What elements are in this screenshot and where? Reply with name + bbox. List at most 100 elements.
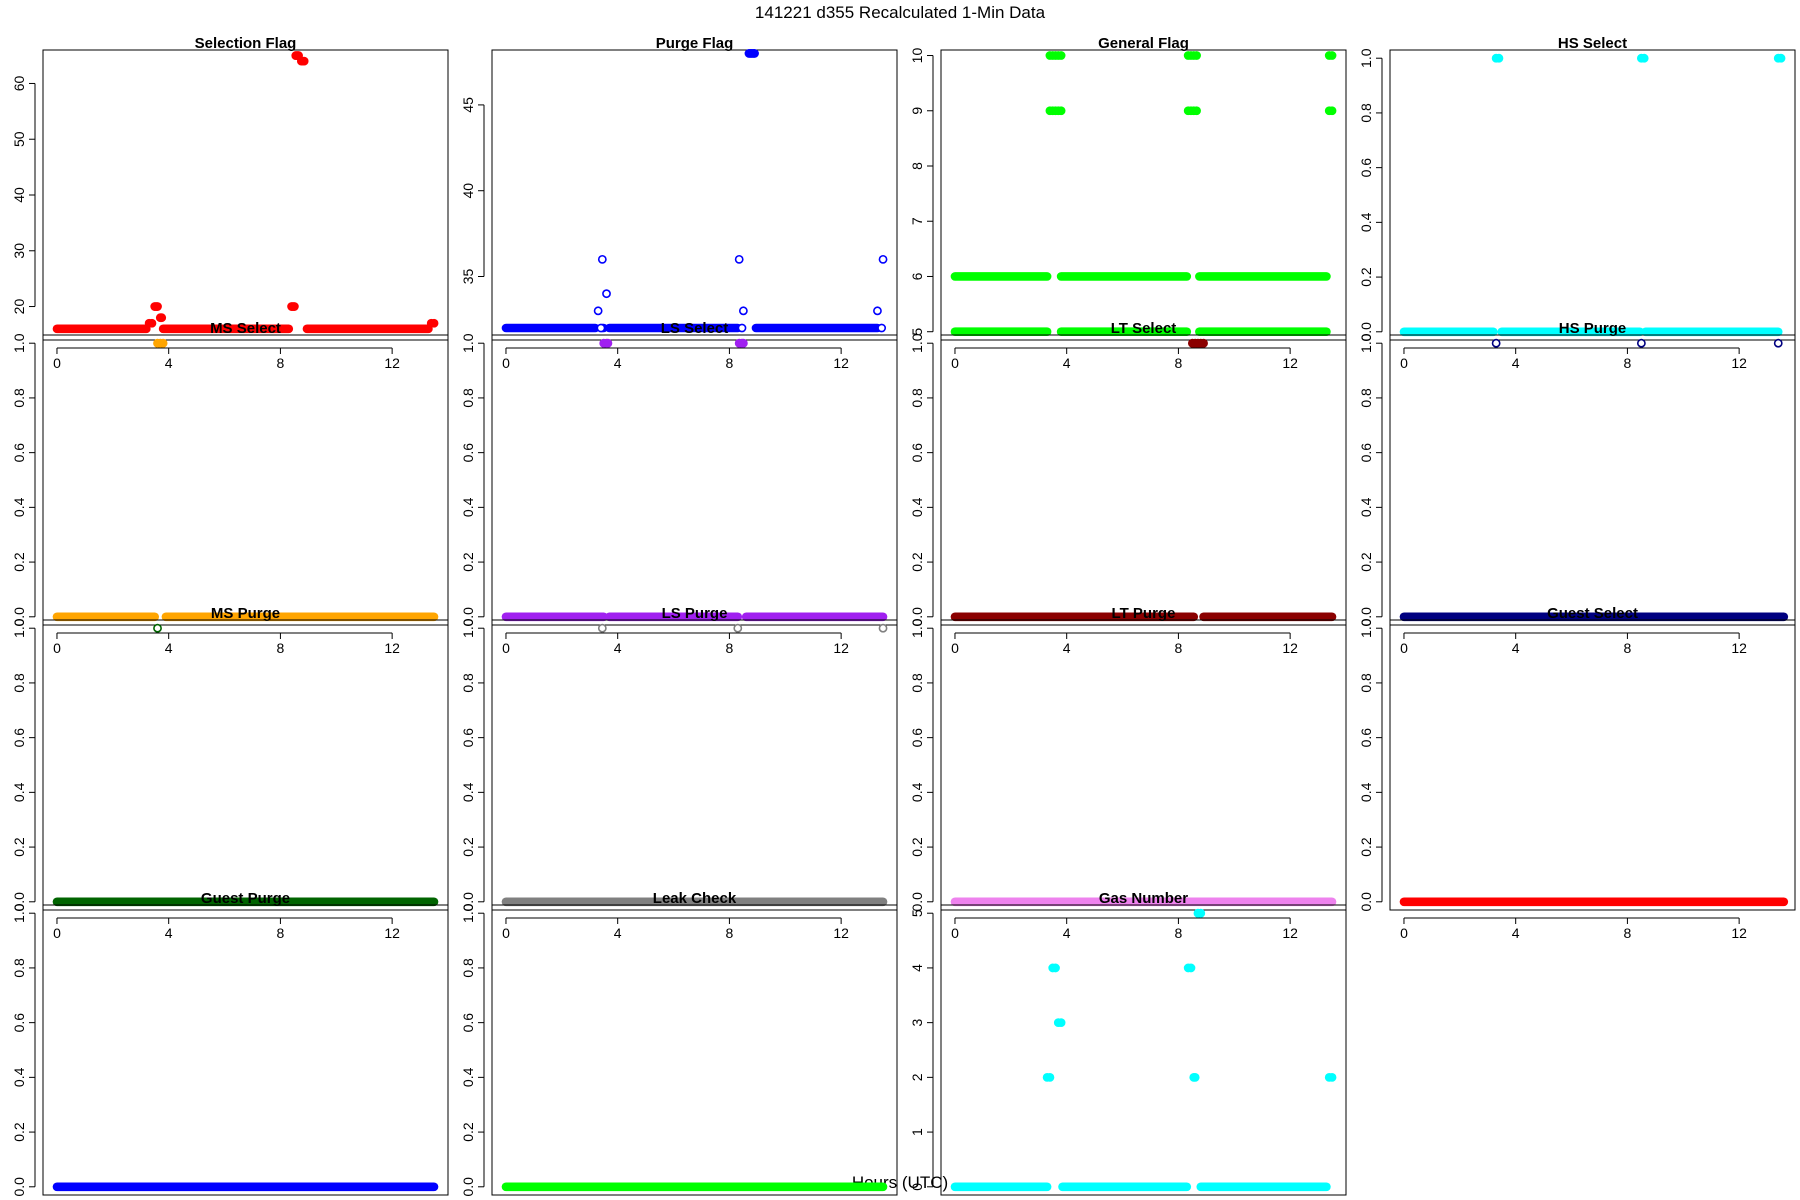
panel-leak-check: Leak Check 0 4 8 12 0.0 0.2 0.4 0.6 0.8 1.0 — [460, 890, 898, 1197]
panel-title: MS Select — [210, 320, 281, 337]
y-tick-label: 0.2 — [1358, 837, 1374, 857]
y-tick-label: 3 — [909, 1019, 925, 1027]
panel-title: General Flag — [1098, 35, 1189, 52]
data-series — [950, 338, 1337, 622]
x-tick-label: 8 — [726, 640, 734, 656]
x-tick-label: 12 — [1731, 925, 1747, 941]
data-point — [1056, 106, 1066, 116]
y-axis: 0.0 0.2 0.4 0.6 0.8 1.0 — [460, 333, 485, 627]
data-point — [1327, 51, 1337, 60]
panel-title: Gas Number — [1099, 890, 1188, 907]
data-point — [602, 289, 611, 299]
x-tick-label: 8 — [1624, 640, 1632, 656]
x-tick-label: 8 — [1624, 925, 1632, 941]
data-series — [52, 623, 439, 907]
x-tick-label: 8 — [1175, 925, 1183, 941]
x-tick-label: 12 — [1282, 640, 1298, 656]
y-tick-label: 4 — [909, 964, 925, 972]
x-axis: 0 4 8 12 — [502, 917, 849, 941]
data-point — [153, 623, 162, 633]
y-tick-label: 45 — [460, 97, 476, 113]
data-point — [1056, 1018, 1066, 1028]
x-tick-label: 4 — [165, 355, 173, 371]
x-tick-label: 8 — [1175, 640, 1183, 656]
x-axis: 0 4 8 12 — [1400, 632, 1747, 656]
y-tick-label: 0.2 — [909, 837, 925, 857]
figure-title: 141221 d355 Recalculated 1-Min Data — [755, 3, 1046, 22]
y-axis: 5 6 7 8 9 10 — [909, 48, 934, 336]
y-tick-label: 0.2 — [1358, 552, 1374, 572]
data-point — [877, 323, 887, 333]
data-point — [738, 338, 748, 348]
y-axis: 0.0 0.2 0.4 0.6 0.8 1.0 — [11, 618, 36, 912]
y-tick-label: 0.0 — [460, 607, 476, 627]
y-tick-label: 7 — [909, 217, 925, 225]
y-tick-label: 0.4 — [460, 1067, 476, 1087]
x-tick-label: 4 — [1063, 925, 1071, 941]
y-tick-label: 5 — [909, 328, 925, 336]
x-tick-label: 12 — [833, 355, 849, 371]
panel-purge-flag: Purge Flag 0 4 8 12 35 40 45 — [460, 35, 898, 371]
data-point — [1327, 1072, 1337, 1082]
y-tick-label: 10 — [909, 48, 925, 64]
x-axis: 0 4 8 12 — [951, 632, 1298, 656]
y-tick-label: 0.6 — [1358, 728, 1374, 748]
panel-ls-select: LS Select 0 4 8 12 0.0 0.2 0.4 0.6 0.8 1.0 — [460, 320, 898, 656]
x-tick-label: 0 — [1400, 355, 1408, 371]
data-point — [733, 623, 743, 633]
y-tick-label: 2 — [909, 1073, 925, 1081]
x-tick-label: 0 — [951, 925, 959, 941]
data-point — [289, 302, 299, 311]
data-point — [750, 49, 759, 58]
y-axis: 0 1 2 3 4 5 — [909, 909, 934, 1191]
y-axis: 0.0 0.2 0.4 0.6 0.8 1.0 — [1358, 48, 1383, 342]
panel-title: Guest Select — [1547, 605, 1638, 622]
data-point — [157, 313, 167, 323]
y-tick-label: 0.8 — [1358, 103, 1374, 123]
panel-title: LS Select — [661, 320, 729, 337]
data-series — [501, 338, 888, 622]
y-tick-label: 1.0 — [1358, 48, 1374, 68]
data-series — [1399, 53, 1786, 337]
y-tick-label: 8 — [909, 162, 925, 170]
y-tick-label: 0.0 — [1358, 892, 1374, 912]
y-tick-label: 1.0 — [460, 618, 476, 638]
data-point — [873, 306, 882, 316]
y-tick-label: 0.8 — [460, 673, 476, 693]
plot-frame — [940, 334, 1347, 626]
x-tick-label: 4 — [165, 640, 173, 656]
y-tick-label: 0.0 — [11, 1177, 27, 1197]
y-tick-label: 1.0 — [909, 333, 925, 353]
y-tick-label: 5 — [909, 909, 925, 917]
y-tick-label: 1.0 — [11, 333, 27, 353]
data-point — [1196, 908, 1206, 918]
panel-ms-select: MS Select 0 4 8 12 0.0 0.2 0.4 0.6 0.8 1.0 — [11, 320, 449, 656]
y-tick-label: 0.6 — [460, 443, 476, 463]
panel-title: LT Select — [1111, 320, 1177, 337]
y-tick-label: 1.0 — [11, 618, 27, 638]
y-tick-label: 0.4 — [460, 497, 476, 517]
data-point — [1494, 53, 1504, 63]
data-series — [501, 623, 888, 907]
plot-frame — [42, 49, 449, 341]
data-point — [1327, 106, 1337, 116]
panel-title: Selection Flag — [195, 35, 297, 52]
data-point — [738, 306, 748, 316]
x-tick-label: 0 — [502, 640, 510, 656]
panel-title: Purge Flag — [656, 35, 734, 52]
y-axis: 0.0 0.2 0.4 0.6 0.8 1.0 — [11, 333, 36, 627]
x-tick-label: 4 — [165, 925, 173, 941]
data-series — [950, 51, 1337, 337]
x-tick-label: 0 — [53, 925, 61, 941]
y-tick-label: 0.4 — [460, 782, 476, 802]
panel-selection-flag: Selection Flag 0 4 8 12 20 30 40 50 60 — [11, 35, 449, 371]
x-tick-label: 12 — [1282, 925, 1298, 941]
plot-frame — [42, 334, 449, 626]
y-axis: 35 40 45 — [460, 97, 485, 284]
x-tick-label: 12 — [384, 925, 400, 941]
data-point — [1639, 53, 1649, 63]
data-series — [950, 908, 1337, 1192]
data-point — [1773, 338, 1783, 348]
y-tick-label: 0.8 — [460, 958, 476, 978]
y-tick-label: 0.8 — [1358, 388, 1374, 408]
